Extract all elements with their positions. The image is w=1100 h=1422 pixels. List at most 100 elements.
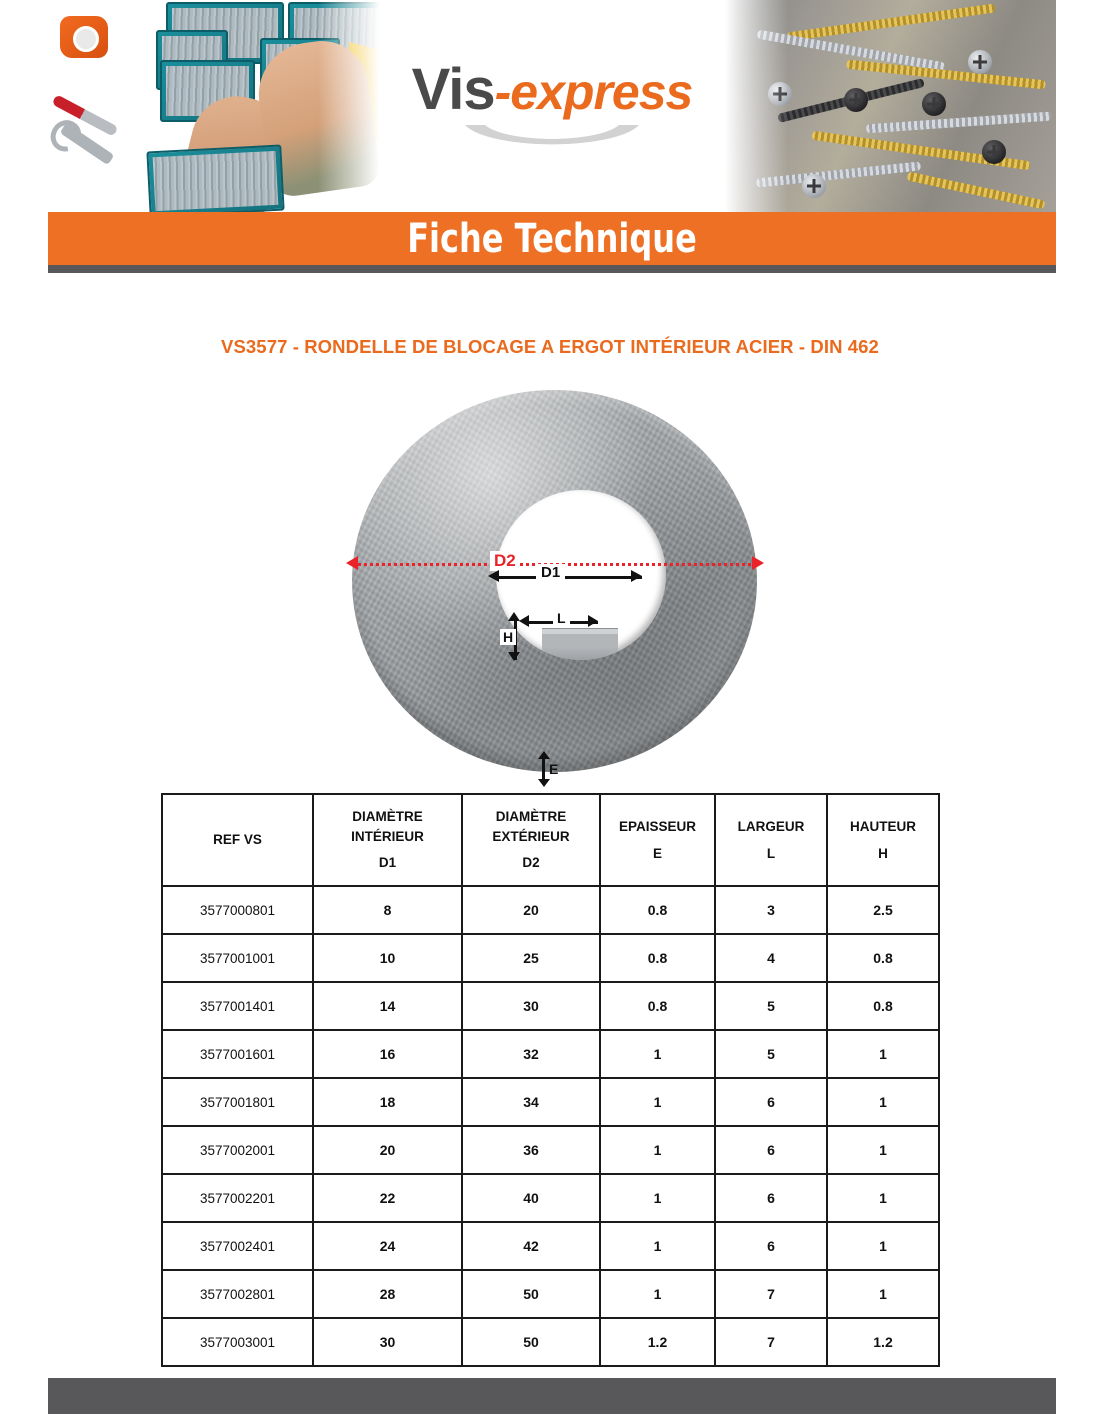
cell-d2: 34 — [461, 1077, 601, 1127]
internal-tab — [542, 628, 618, 660]
cell-d1: 18 — [312, 1077, 463, 1127]
header-main: HAUTEUR — [850, 818, 916, 834]
header-main: EPAISSEUR — [618, 818, 697, 834]
cell-l: 5 — [714, 981, 828, 1031]
table-row: 3577001601 16 32 1 5 1 — [161, 1029, 940, 1079]
screw-head-icon — [982, 140, 1006, 164]
cell-h: 1 — [826, 1029, 940, 1079]
logo-text-express: -express — [494, 64, 694, 120]
cell-l: 7 — [714, 1269, 828, 1319]
dimension-label-d1: D1 — [536, 564, 566, 581]
screw-shape — [865, 111, 1052, 134]
cell-d1: 28 — [312, 1269, 463, 1319]
cell-h: 1.2 — [826, 1317, 940, 1367]
header-main: DIAMÈTRE INTÉRIEUR — [351, 809, 424, 844]
dimension-label-l: L — [553, 610, 570, 626]
logo-swoosh-icon — [457, 125, 647, 151]
arrow-right-icon — [588, 615, 598, 627]
logo-text-vis: Vis — [411, 57, 496, 122]
header-sub: D2 — [522, 855, 540, 871]
cell-l: 7 — [714, 1317, 828, 1367]
cell-e: 1 — [599, 1077, 716, 1127]
column-header-d2: DIAMÈTRE EXTÉRIEUR D2 — [461, 793, 601, 887]
cell-h: 1 — [826, 1269, 940, 1319]
dimension-label-h: H — [500, 629, 517, 645]
table-row: 3577001001 10 25 0.8 4 0.8 — [161, 933, 940, 983]
cell-d2: 50 — [461, 1269, 601, 1319]
cell-d1: 24 — [312, 1221, 463, 1271]
table-row: 3577002201 22 40 1 6 1 — [161, 1173, 940, 1223]
cell-d2: 36 — [461, 1125, 601, 1175]
table-body: 3577000801 8 20 0.8 3 2.5 3577001001 10 25 0.8 4 0.… — [161, 885, 940, 1367]
column-header-d1: DIAMÈTRE INTÉRIEUR D1 — [312, 793, 463, 887]
cell-d1: 14 — [312, 981, 463, 1031]
tape-measure-icon — [60, 16, 108, 58]
header-sub: H — [878, 845, 888, 861]
cell-h: 0.8 — [826, 981, 940, 1031]
table-row: 3577003001 30 50 1.2 7 1.2 — [161, 1317, 940, 1367]
banner-title: Fiche Technique — [407, 215, 697, 262]
cell-e: 1 — [599, 1029, 716, 1079]
cell-d1: 30 — [312, 1317, 463, 1367]
arrow-left-icon — [488, 570, 499, 582]
cell-e: 0.8 — [599, 981, 716, 1031]
cell-ref: 3577001801 — [161, 1077, 314, 1127]
cell-d2: 42 — [461, 1221, 601, 1271]
header-sub: L — [766, 845, 776, 861]
cell-d1: 16 — [312, 1029, 463, 1079]
screw-shape — [846, 59, 1046, 90]
dimension-label-e: E — [549, 761, 559, 777]
cell-ref: 3577001601 — [161, 1029, 314, 1079]
cell-e: 1 — [599, 1269, 716, 1319]
header-sub: D1 — [378, 855, 397, 871]
screws-pile-photo — [716, 0, 1056, 212]
cell-h: 1 — [826, 1077, 940, 1127]
cell-d1: 8 — [312, 885, 463, 935]
cell-ref: 3577001401 — [161, 981, 314, 1031]
cell-e: 1 — [599, 1173, 716, 1223]
cell-l: 6 — [714, 1125, 828, 1175]
specification-table: REF VS DIAMÈTRE INTÉRIEUR D1 DIAMÈTRE EX… — [161, 793, 940, 1367]
fiche-technique-banner: Fiche Technique — [48, 212, 1056, 265]
cell-d2: 25 — [461, 933, 601, 983]
cell-h: 2.5 — [826, 885, 940, 935]
cell-l: 3 — [714, 885, 828, 935]
cell-e: 0.8 — [599, 885, 716, 935]
cell-l: 6 — [714, 1221, 828, 1271]
header-sub: E — [652, 845, 662, 861]
cell-d1: 10 — [312, 933, 463, 983]
dimension-line-d1 — [498, 576, 642, 579]
cell-ref: 3577000801 — [161, 885, 314, 935]
page-header: Vis-express — [48, 0, 1056, 212]
dimension-group-e: E — [537, 751, 559, 787]
arrow-right-icon — [752, 556, 764, 570]
arrow-left-icon — [346, 556, 358, 570]
cell-d1: 20 — [312, 1125, 463, 1175]
cell-h: 0.8 — [826, 933, 940, 983]
cell-h: 1 — [826, 1173, 940, 1223]
screw-head-icon — [844, 88, 868, 112]
screw-head-icon — [802, 174, 826, 198]
photo-fade — [716, 0, 788, 212]
cell-l: 4 — [714, 933, 828, 983]
cell-l: 5 — [714, 1029, 828, 1079]
cell-l: 6 — [714, 1077, 828, 1127]
cell-e: 1 — [599, 1125, 716, 1175]
arrow-down-icon — [508, 652, 520, 661]
logo-text: Vis-express — [412, 61, 694, 120]
footer-bar — [48, 1378, 1056, 1414]
brand-logo: Vis-express — [388, 0, 716, 212]
screw-head-icon — [922, 92, 946, 116]
arrow-left-icon — [519, 615, 529, 627]
dimension-label-d2: D2 — [490, 551, 520, 571]
column-header-ref: REF VS — [161, 793, 314, 887]
cell-l: 6 — [714, 1173, 828, 1223]
arrow-right-icon — [631, 570, 642, 582]
screw-shape — [906, 171, 1046, 210]
washer-body — [352, 390, 757, 772]
photo-fade — [318, 0, 388, 212]
cell-e: 1.2 — [599, 1317, 716, 1367]
cell-ref: 3577002001 — [161, 1125, 314, 1175]
table-row: 3577002001 20 36 1 6 1 — [161, 1125, 940, 1175]
